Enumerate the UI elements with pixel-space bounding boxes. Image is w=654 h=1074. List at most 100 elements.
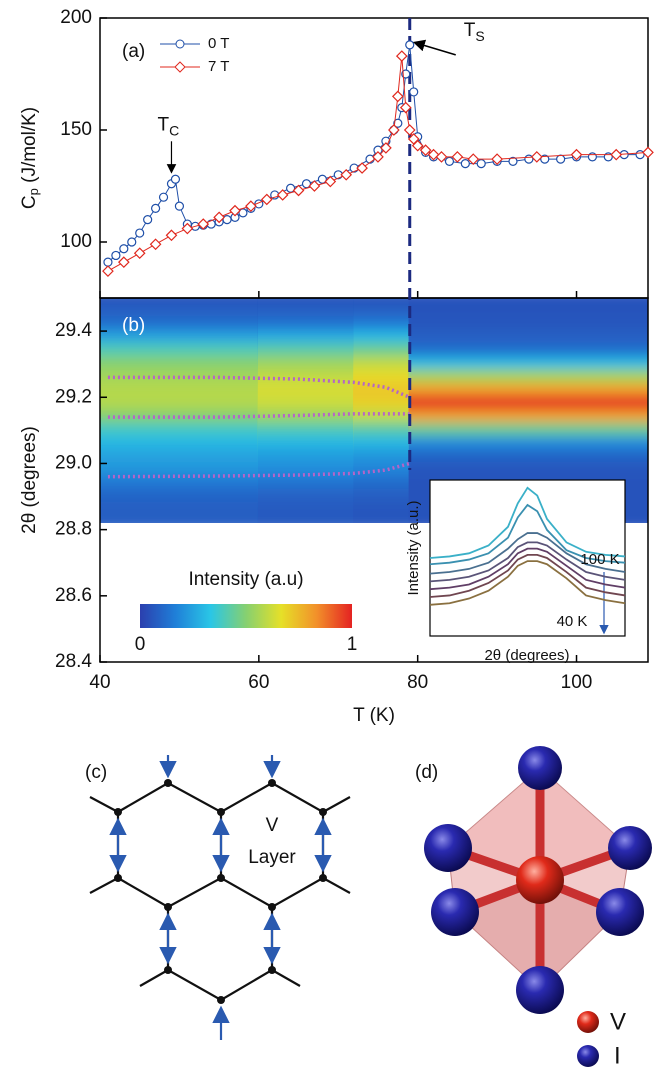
marker bbox=[260, 193, 273, 206]
marker bbox=[165, 229, 178, 242]
inset-curve bbox=[429, 547, 626, 591]
panel-label: (a) bbox=[122, 41, 145, 62]
marker bbox=[143, 215, 153, 225]
marker bbox=[135, 228, 145, 238]
marker bbox=[308, 180, 321, 192]
marker bbox=[491, 153, 503, 165]
legend-label: 0 T bbox=[208, 35, 229, 52]
marker bbox=[451, 151, 464, 163]
y-tick-label: 29.4 bbox=[55, 320, 92, 341]
marker bbox=[556, 154, 566, 164]
marker bbox=[403, 124, 416, 136]
y-tick-label: 29.0 bbox=[55, 452, 92, 473]
marker bbox=[393, 118, 403, 128]
series-line bbox=[107, 56, 649, 272]
marker bbox=[508, 156, 518, 166]
marker bbox=[642, 146, 654, 159]
inset-y-label: Intensity (a.u.) bbox=[405, 500, 422, 595]
panel-label: (c) bbox=[85, 762, 107, 783]
marker bbox=[158, 192, 169, 202]
marker bbox=[388, 124, 400, 136]
marker bbox=[610, 148, 623, 161]
colorbar bbox=[140, 604, 352, 628]
marker bbox=[324, 175, 337, 188]
y-tick-label: 150 bbox=[60, 119, 92, 140]
colorbar-tick-label: 0 bbox=[135, 634, 146, 655]
marker bbox=[150, 203, 161, 213]
inset-curve bbox=[429, 503, 626, 566]
marker bbox=[119, 244, 129, 254]
panel-label: (b) bbox=[122, 315, 145, 336]
marker bbox=[476, 159, 486, 169]
marker bbox=[587, 152, 598, 162]
marker bbox=[181, 222, 194, 235]
marker bbox=[117, 256, 130, 269]
marker bbox=[380, 142, 392, 154]
y-tick-label: 100 bbox=[60, 231, 92, 252]
marker bbox=[103, 257, 113, 267]
marker bbox=[229, 204, 241, 217]
marker bbox=[435, 151, 448, 163]
marker bbox=[395, 50, 408, 62]
heatmap bbox=[100, 298, 648, 524]
panel-label: (d) bbox=[415, 762, 438, 783]
marker bbox=[419, 144, 432, 157]
y-tick-label: 29.2 bbox=[55, 386, 92, 407]
x-tick-label: 60 bbox=[248, 672, 269, 693]
inset-curve bbox=[429, 486, 626, 559]
legend-label: I bbox=[614, 1042, 621, 1069]
panel-b-frame bbox=[99, 297, 649, 663]
heat-cell bbox=[100, 501, 260, 524]
marker bbox=[149, 238, 162, 251]
marker bbox=[292, 184, 305, 197]
marker bbox=[467, 153, 480, 165]
marker bbox=[276, 189, 289, 201]
inset-annotation: 100 K bbox=[580, 551, 619, 568]
inset-curve bbox=[429, 553, 626, 598]
colorbar-tick-label: 1 bbox=[347, 634, 358, 655]
heat-cell bbox=[353, 501, 411, 524]
annotation: TC bbox=[157, 114, 179, 138]
legend-marker bbox=[174, 61, 186, 73]
marker bbox=[409, 87, 419, 97]
octahedron bbox=[424, 746, 652, 1067]
legend-label: V bbox=[610, 1008, 626, 1035]
marker bbox=[245, 200, 257, 213]
annotation: TS bbox=[464, 20, 485, 44]
marker bbox=[540, 154, 550, 164]
x-axis-label: T (K) bbox=[353, 705, 395, 726]
split-peak-line bbox=[107, 412, 410, 419]
marker bbox=[391, 90, 404, 103]
marker bbox=[127, 237, 137, 247]
marker bbox=[102, 265, 114, 277]
y-tick-label: 28.8 bbox=[55, 519, 92, 540]
marker bbox=[444, 156, 455, 166]
y-axis-label: 2θ (degrees) bbox=[19, 426, 40, 534]
y-tick-label: 28.6 bbox=[55, 585, 92, 606]
y-axis-label: Cp (J/mol/K) bbox=[19, 107, 41, 209]
colorbar-label: Intensity (a.u) bbox=[188, 569, 303, 590]
label-part: C bbox=[19, 195, 40, 209]
inset-curve bbox=[429, 532, 626, 575]
marker bbox=[111, 250, 121, 261]
marker bbox=[170, 174, 181, 184]
x-tick-label: 40 bbox=[89, 672, 110, 693]
y-tick-label: 28.4 bbox=[55, 651, 92, 672]
dimer-arrows bbox=[109, 755, 332, 1040]
marker bbox=[411, 139, 424, 152]
inset-annotation: 40 K bbox=[557, 613, 588, 630]
heat-cell bbox=[257, 501, 356, 524]
y-tick-label: 200 bbox=[60, 7, 92, 28]
marker bbox=[133, 247, 146, 260]
marker bbox=[372, 151, 384, 163]
layer-label: V bbox=[266, 815, 279, 836]
marker bbox=[399, 101, 412, 114]
marker bbox=[174, 201, 185, 211]
label-sub: p bbox=[26, 188, 41, 195]
inset-curve bbox=[429, 560, 626, 606]
legend-label: 7 T bbox=[208, 58, 229, 75]
inset-x-label: 2θ (degrees) bbox=[484, 647, 569, 664]
label-part: (J/mol/K) bbox=[19, 107, 40, 188]
annotation-sub: C bbox=[169, 122, 179, 138]
